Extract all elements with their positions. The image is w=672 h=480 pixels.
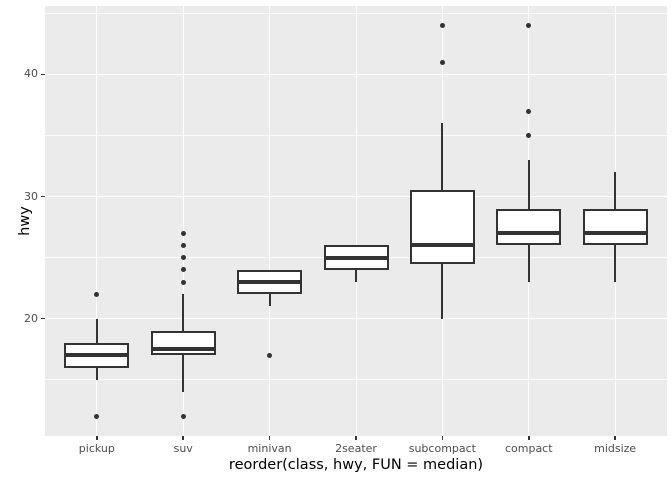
y-tick-mark-40 [40, 73, 45, 76]
outlier-dot-compact-37 [526, 108, 532, 114]
median-line-midsize [582, 231, 648, 236]
upper-whisker-subcompact [441, 123, 444, 191]
outlier-dot-subcompact-41 [439, 59, 445, 65]
box-compact [496, 208, 562, 246]
median-line-minivan [237, 280, 303, 285]
x-tick-label-minivan: minivan [247, 442, 292, 455]
major-gridline-x-suv [182, 6, 184, 436]
outlier-dot-suv-27 [180, 230, 186, 236]
box-subcompact [409, 190, 475, 264]
plot-panel [45, 6, 667, 436]
upper-whisker-compact [527, 159, 530, 209]
box-suv [150, 330, 216, 356]
major-gridline-x-2seater [355, 6, 357, 436]
major-gridline-x-pickup [96, 6, 98, 436]
x-tick-label-2seater: 2seater [335, 442, 377, 455]
upper-whisker-pickup [95, 318, 98, 344]
outlier-dot-pickup-22 [94, 291, 100, 297]
median-line-pickup [64, 353, 130, 358]
x-tick-label-midsize: midsize [594, 442, 637, 455]
y-tick-label-30: 30 [24, 189, 38, 203]
lower-whisker-midsize [614, 245, 617, 283]
x-tick-mark-minivan [268, 436, 271, 440]
outlier-dot-suv-25 [180, 255, 186, 261]
y-axis-title: hwy [17, 206, 33, 236]
x-tick-label-pickup: pickup [78, 442, 115, 455]
major-gridline-x-minivan [269, 6, 271, 436]
x-tick-label-subcompact: subcompact [408, 442, 476, 455]
outlier-dot-pickup-12 [94, 413, 100, 419]
y-tick-mark-20 [40, 317, 45, 320]
x-tick-label-suv: suv [173, 442, 193, 455]
median-line-2seater [323, 255, 389, 260]
y-tick-label-40: 40 [24, 67, 38, 81]
outlier-dot-suv-24 [180, 267, 186, 273]
outlier-dot-compact-44 [526, 23, 532, 29]
x-tick-label-compact: compact [504, 442, 553, 455]
lower-whisker-suv [182, 355, 185, 393]
upper-whisker-midsize [614, 172, 617, 209]
outlier-dot-subcompact-44 [439, 23, 445, 29]
upper-whisker-suv [182, 294, 185, 331]
outlier-dot-compact-35 [526, 132, 532, 138]
lower-whisker-pickup [95, 367, 98, 380]
x-tick-mark-pickup [96, 436, 98, 440]
x-tick-mark-2seater [355, 436, 357, 440]
y-tick-mark-30 [40, 195, 45, 198]
outlier-dot-minivan-17 [267, 352, 273, 358]
median-line-suv [150, 347, 216, 352]
box-midsize [582, 208, 648, 246]
lower-whisker-subcompact [441, 263, 444, 319]
lower-whisker-minivan [268, 294, 271, 307]
lower-whisker-compact [527, 245, 530, 283]
median-line-subcompact [409, 243, 475, 248]
x-axis-title: reorder(class, hwy, FUN = median) [228, 457, 484, 473]
y-tick-label-20: 20 [24, 311, 38, 325]
x-tick-mark-subcompact [441, 436, 444, 440]
outlier-dot-suv-26 [180, 242, 186, 248]
x-tick-mark-midsize [614, 436, 616, 440]
lower-whisker-2seater [355, 269, 357, 283]
outlier-dot-suv-12 [180, 413, 186, 419]
outlier-dot-suv-23 [180, 279, 186, 285]
median-line-compact [496, 231, 562, 236]
x-tick-mark-suv [182, 436, 184, 440]
x-tick-mark-compact [528, 436, 530, 440]
